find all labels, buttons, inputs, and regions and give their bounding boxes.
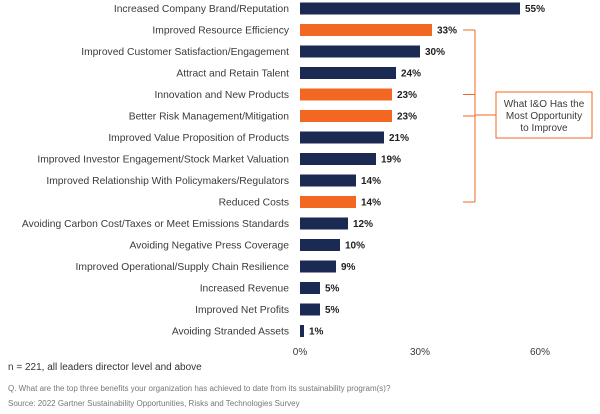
bar-highlighted: [300, 196, 356, 208]
bar-highlighted: [300, 24, 432, 36]
category-label: Avoiding Stranded Assets: [172, 327, 289, 338]
category-label: Improved Operational/Supply Chain Resili…: [76, 262, 290, 273]
category-label: Increased Company Brand/Reputation: [114, 4, 289, 15]
annotation-box: [495, 91, 593, 139]
bar: [300, 153, 376, 165]
value-label: 5%: [325, 284, 340, 295]
category-labels: Increased Company Brand/Reputation Improv…: [22, 4, 290, 338]
category-label: Innovation and New Products: [154, 90, 289, 101]
bar-highlighted: [300, 110, 392, 122]
bar: [300, 2, 520, 15]
value-label: 19%: [381, 155, 401, 166]
value-label: 5%: [325, 305, 340, 316]
value-label: 9%: [341, 262, 356, 273]
category-label: Improved Relationship With Policymakers/…: [46, 176, 289, 187]
bar: [300, 260, 336, 273]
annotation-text-line: What I&O Has the: [504, 99, 585, 110]
value-label: 14%: [361, 198, 381, 209]
source-note: Source: 2022 Gartner Sustainability Oppo…: [8, 399, 300, 408]
value-label: 55%: [525, 4, 545, 15]
value-label: 1%: [309, 327, 324, 338]
x-axis-ticks: 0% 30% 60%: [293, 347, 550, 358]
value-label: 14%: [361, 176, 381, 187]
bar-highlighted: [300, 88, 392, 101]
annotation-text-line: to Improve: [520, 123, 568, 134]
category-label: Avoiding Carbon Cost/Taxes or Meet Emiss…: [22, 219, 289, 230]
category-label: Improved Investor Engagement/Stock Marke…: [37, 155, 289, 166]
category-label: Avoiding Negative Press Coverage: [129, 241, 289, 252]
value-label: 33%: [437, 26, 457, 37]
bars: [300, 2, 520, 337]
value-label: 24%: [401, 69, 421, 80]
bar: [300, 303, 320, 316]
category-label: Increased Revenue: [200, 284, 290, 295]
x-tick-label: 60%: [530, 347, 550, 358]
x-tick-label: 30%: [410, 347, 430, 358]
value-label: 21%: [389, 133, 409, 144]
survey-question-note: Q. What are the top three benefits your …: [8, 384, 391, 393]
value-label: 23%: [397, 112, 417, 123]
bar: [300, 67, 396, 79]
annotation-text-line: Most Opportunity: [506, 111, 582, 122]
bar: [300, 174, 356, 187]
category-label: Improved Customer Satisfaction/Engagemen…: [81, 47, 289, 58]
category-label: Improved Resource Efficiency: [152, 26, 289, 37]
category-label: Improved Net Profits: [195, 305, 289, 316]
value-label: 30%: [425, 47, 445, 58]
bar: [300, 131, 384, 144]
value-label: 23%: [397, 90, 417, 101]
category-label: Improved Value Proposition of Products: [108, 133, 289, 144]
sample-size-note: n = 221, all leaders director level and …: [8, 362, 202, 373]
category-label: Attract and Retain Talent: [176, 69, 289, 80]
bar: [300, 325, 304, 337]
value-label: 12%: [353, 219, 373, 230]
bar: [300, 217, 348, 230]
bar: [300, 282, 320, 294]
category-label: Better Risk Management/Mitigation: [129, 112, 290, 123]
bar-chart: Increased Company Brand/Reputation Improv…: [22, 2, 593, 358]
x-tick-label: 0%: [293, 347, 308, 358]
value-label: 10%: [345, 241, 365, 252]
value-labels: 55%33%30%24%23%23%21%19%14%14%12%10%9%5%…: [309, 4, 545, 338]
bar: [300, 239, 340, 251]
bar: [300, 45, 420, 58]
category-label: Reduced Costs: [219, 198, 289, 209]
